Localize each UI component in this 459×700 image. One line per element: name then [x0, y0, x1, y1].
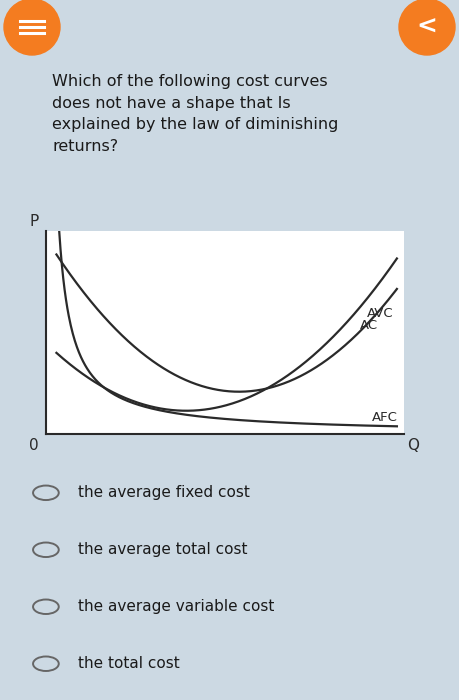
- Text: 0: 0: [29, 438, 39, 453]
- Text: P: P: [29, 214, 39, 229]
- Text: Which of the following cost curves
does not have a shape that Is
explained by th: Which of the following cost curves does …: [52, 74, 339, 154]
- Text: the average variable cost: the average variable cost: [78, 599, 274, 615]
- Circle shape: [4, 0, 60, 55]
- Text: the average fixed cost: the average fixed cost: [78, 485, 250, 500]
- Text: Q: Q: [408, 438, 420, 453]
- Text: AC: AC: [360, 319, 378, 332]
- Circle shape: [399, 0, 455, 55]
- Text: <: <: [417, 15, 437, 39]
- Text: AVC: AVC: [367, 307, 394, 320]
- Text: the total cost: the total cost: [78, 656, 180, 671]
- Text: the average total cost: the average total cost: [78, 542, 247, 557]
- Text: AFC: AFC: [372, 410, 398, 424]
